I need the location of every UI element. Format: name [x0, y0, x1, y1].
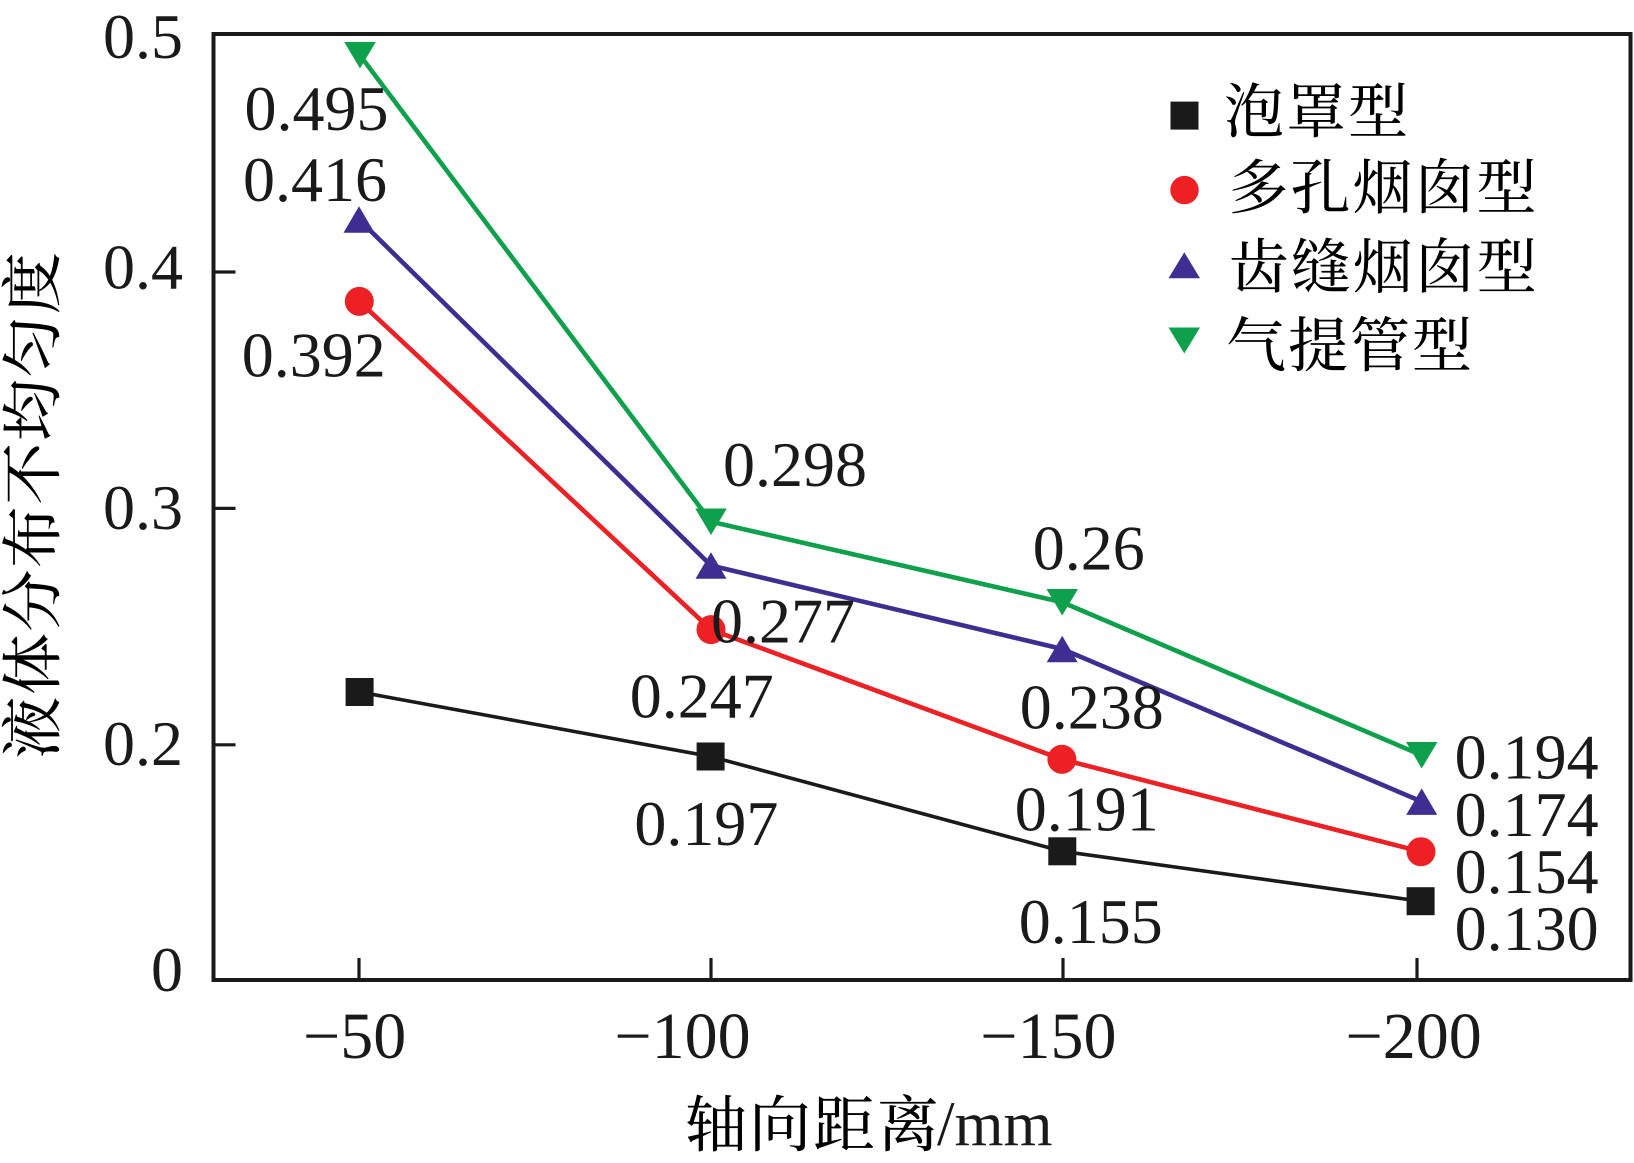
svg-text:0.2: 0.2: [103, 708, 183, 779]
svg-text:−200: −200: [1345, 1000, 1481, 1073]
svg-text:0.155: 0.155: [1019, 886, 1163, 957]
svg-text:0.3: 0.3: [103, 472, 183, 543]
svg-text:−150: −150: [980, 1000, 1116, 1073]
svg-text:0.26: 0.26: [1033, 512, 1145, 583]
svg-text:0.5: 0.5: [103, 1, 183, 72]
svg-text:0.238: 0.238: [1020, 672, 1164, 743]
svg-text:0.130: 0.130: [1455, 893, 1599, 964]
svg-text:0.191: 0.191: [1015, 773, 1159, 844]
svg-text:0.247: 0.247: [630, 661, 774, 732]
svg-text:0.392: 0.392: [242, 320, 386, 391]
svg-text:0.277: 0.277: [711, 586, 855, 657]
svg-text:0: 0: [151, 934, 183, 1005]
svg-text:/mm: /mm: [937, 1089, 1053, 1159]
svg-text:0.298: 0.298: [723, 429, 867, 500]
svg-text:0.197: 0.197: [634, 788, 778, 859]
svg-text:0.194: 0.194: [1455, 722, 1599, 793]
svg-text:0.4: 0.4: [103, 232, 183, 303]
svg-text:0.416: 0.416: [243, 144, 387, 215]
svg-text:−50: −50: [303, 1000, 406, 1073]
svg-text:−100: −100: [614, 1000, 750, 1073]
svg-text:0.495: 0.495: [245, 73, 389, 144]
svg-text:0.174: 0.174: [1455, 779, 1599, 850]
svg-text:0.154: 0.154: [1455, 836, 1599, 907]
